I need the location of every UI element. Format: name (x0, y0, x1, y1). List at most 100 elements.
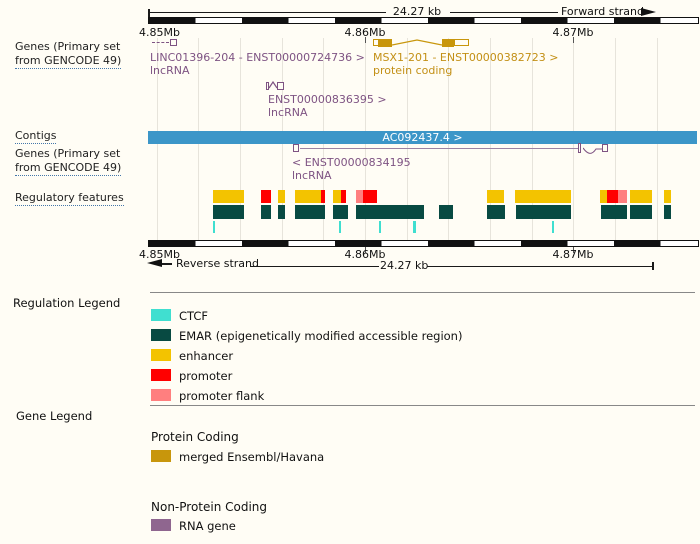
regulatory-feature-promoter[interactable] (607, 190, 618, 203)
legend-swatch-rna-gene (151, 519, 171, 531)
regulatory-feature-emar[interactable] (295, 205, 325, 219)
regulatory-feature-emar[interactable] (601, 205, 627, 219)
bottom-coord-start: 4.85Mb (139, 248, 180, 261)
transcript-name-linc01396[interactable]: LINC01396-204 - ENST00000724736 > (150, 51, 365, 64)
track-label-regulatory[interactable]: Regulatory features (15, 191, 124, 206)
bottom-ruler-right-tick (652, 262, 654, 270)
legend-swatch-promoter-flank (151, 389, 171, 401)
track-label-genes-forward[interactable]: Genes (Primary set from GENCODE 49) (15, 40, 122, 69)
regulatory-feature-enhancer[interactable] (515, 190, 571, 203)
regulatory-feature-ctcf[interactable] (413, 221, 416, 233)
gene-legend-header-non-protein-coding: Non-Protein Coding (151, 500, 268, 514)
top-scale-bar[interactable] (148, 17, 699, 24)
regulatory-feature-emar[interactable] (356, 205, 424, 219)
regulatory-feature-emar[interactable] (261, 205, 271, 219)
regulatory-feature-ctcf[interactable] (379, 221, 381, 233)
forward-strand-label: Forward strand (561, 5, 644, 18)
regulatory-feature-promoter[interactable] (341, 190, 346, 203)
transcript-glyph-linc01396-exon[interactable] (170, 39, 177, 46)
transcript-biotype-msx1: protein coding (373, 64, 453, 77)
legend-swatch-emar (151, 329, 171, 341)
regulatory-feature-ctcf[interactable] (552, 221, 554, 233)
regulatory-feature-ctcf[interactable] (339, 221, 341, 233)
regulatory-feature-promoter[interactable] (261, 190, 271, 203)
forward-strand-arrow-icon (641, 8, 656, 16)
regulatory-feature-enhancer[interactable] (630, 190, 652, 203)
regulatory-feature-emar[interactable] (278, 205, 285, 219)
bottom-coord-mid: 4.86Mb (344, 248, 386, 261)
regulatory-feature-enhancer[interactable] (600, 190, 607, 203)
legend-label-ctcf: CTCF (179, 309, 209, 323)
transcript-glyph-834195-exon2[interactable] (578, 143, 581, 153)
regulatory-feature-enhancer[interactable] (487, 190, 504, 203)
legend-divider-bottom (150, 405, 695, 406)
legend-label-merged-ensembl-havana: merged Ensembl/Havana (179, 450, 325, 464)
top-coord-tick-end (573, 37, 574, 43)
gene-legend-title: Gene Legend (16, 409, 93, 423)
transcript-glyph-msx1-exon2-utr[interactable] (454, 39, 469, 46)
legend-label-promoter-flank: promoter flank (179, 389, 265, 403)
bottom-coord-tick-mid (365, 247, 366, 253)
legend-label-promoter: promoter (179, 369, 233, 383)
transcript-glyph-836395-exon1[interactable] (266, 82, 269, 90)
transcript-name-msx1[interactable]: MSX1-201 - ENST00000382723 > (373, 51, 559, 64)
transcript-glyph-834195-exon3[interactable] (602, 144, 608, 152)
transcript-glyph-834195-exon1[interactable] (293, 144, 299, 152)
regulatory-feature-emar[interactable] (630, 205, 652, 219)
regulatory-feature-enhancer[interactable] (664, 190, 671, 203)
top-ruler-left-tick (148, 9, 150, 17)
track-label-genes-reverse-line2: from GENCODE 49) (15, 161, 122, 176)
regulatory-feature-promoter[interactable] (321, 190, 325, 203)
bottom-ruler-line-right (427, 266, 653, 267)
reverse-strand-arrow-icon (147, 259, 162, 267)
regulatory-feature-promoter_flank[interactable] (618, 190, 627, 203)
legend-divider-top (150, 292, 695, 293)
top-coord-tick-mid (365, 37, 366, 43)
regulatory-feature-emar[interactable] (516, 205, 571, 219)
regulatory-feature-emar[interactable] (439, 205, 453, 219)
top-scale-length-label: 24.27 kb (392, 5, 442, 18)
transcript-glyph-836395-exon2[interactable] (277, 82, 284, 90)
regulatory-feature-enhancer[interactable] (295, 190, 321, 203)
track-label-contigs[interactable]: Contigs (15, 129, 57, 144)
contig-bar[interactable]: AC092437.4 > (148, 131, 697, 144)
transcript-name-834195[interactable]: < ENST00000834195 (292, 156, 411, 169)
regulatory-feature-enhancer[interactable] (278, 190, 285, 203)
legend-swatch-promoter (151, 369, 171, 381)
legend-swatch-merged-ensembl-havana (151, 450, 171, 462)
transcript-biotype-836395: lncRNA (268, 106, 308, 119)
legend-swatch-ctcf (151, 309, 171, 321)
contig-name: AC092437.4 > (382, 131, 463, 144)
top-coord-mid: 4.86Mb (344, 26, 386, 39)
regulatory-feature-emar[interactable] (333, 205, 348, 219)
bottom-coord-tick-end (573, 247, 574, 253)
regulatory-feature-emar[interactable] (487, 205, 505, 219)
transcript-name-836395[interactable]: ENST00000836395 > (268, 93, 387, 106)
transcript-glyph-msx1-intron (392, 39, 442, 46)
regulation-legend-title: Regulation Legend (13, 296, 121, 310)
transcript-biotype-834195: lncRNA (292, 169, 332, 182)
track-label-regulatory-text: Regulatory features (15, 191, 124, 206)
regulatory-feature-promoter[interactable] (363, 190, 377, 203)
top-ruler-line-left (149, 12, 386, 13)
regulatory-feature-promoter_flank[interactable] (356, 190, 363, 203)
transcript-glyph-836395-intron (269, 81, 277, 89)
transcript-glyph-msx1-exon1-cds[interactable] (378, 39, 392, 47)
track-label-contigs-text: Contigs (15, 129, 57, 144)
legend-label-emar: EMAR (epigenetically modified accessible… (179, 329, 463, 343)
transcript-glyph-msx1-exon2-cds[interactable] (442, 39, 454, 47)
regulatory-feature-emar[interactable] (213, 205, 244, 219)
legend-label-enhancer: enhancer (179, 349, 234, 363)
top-coord-start: 4.85Mb (139, 26, 180, 39)
transcript-glyph-linc01396[interactable] (152, 42, 169, 43)
reverse-strand-arrow-tail (162, 263, 172, 265)
track-label-genes-reverse[interactable]: Genes (Primary set from GENCODE 49) (15, 147, 122, 176)
regulatory-feature-enhancer[interactable] (333, 190, 341, 203)
bottom-scale-bar[interactable] (148, 240, 699, 247)
regulatory-feature-emar[interactable] (664, 205, 671, 219)
regulatory-feature-enhancer[interactable] (213, 190, 244, 203)
regulatory-feature-ctcf[interactable] (213, 221, 215, 233)
top-ruler-line-right (450, 12, 558, 13)
